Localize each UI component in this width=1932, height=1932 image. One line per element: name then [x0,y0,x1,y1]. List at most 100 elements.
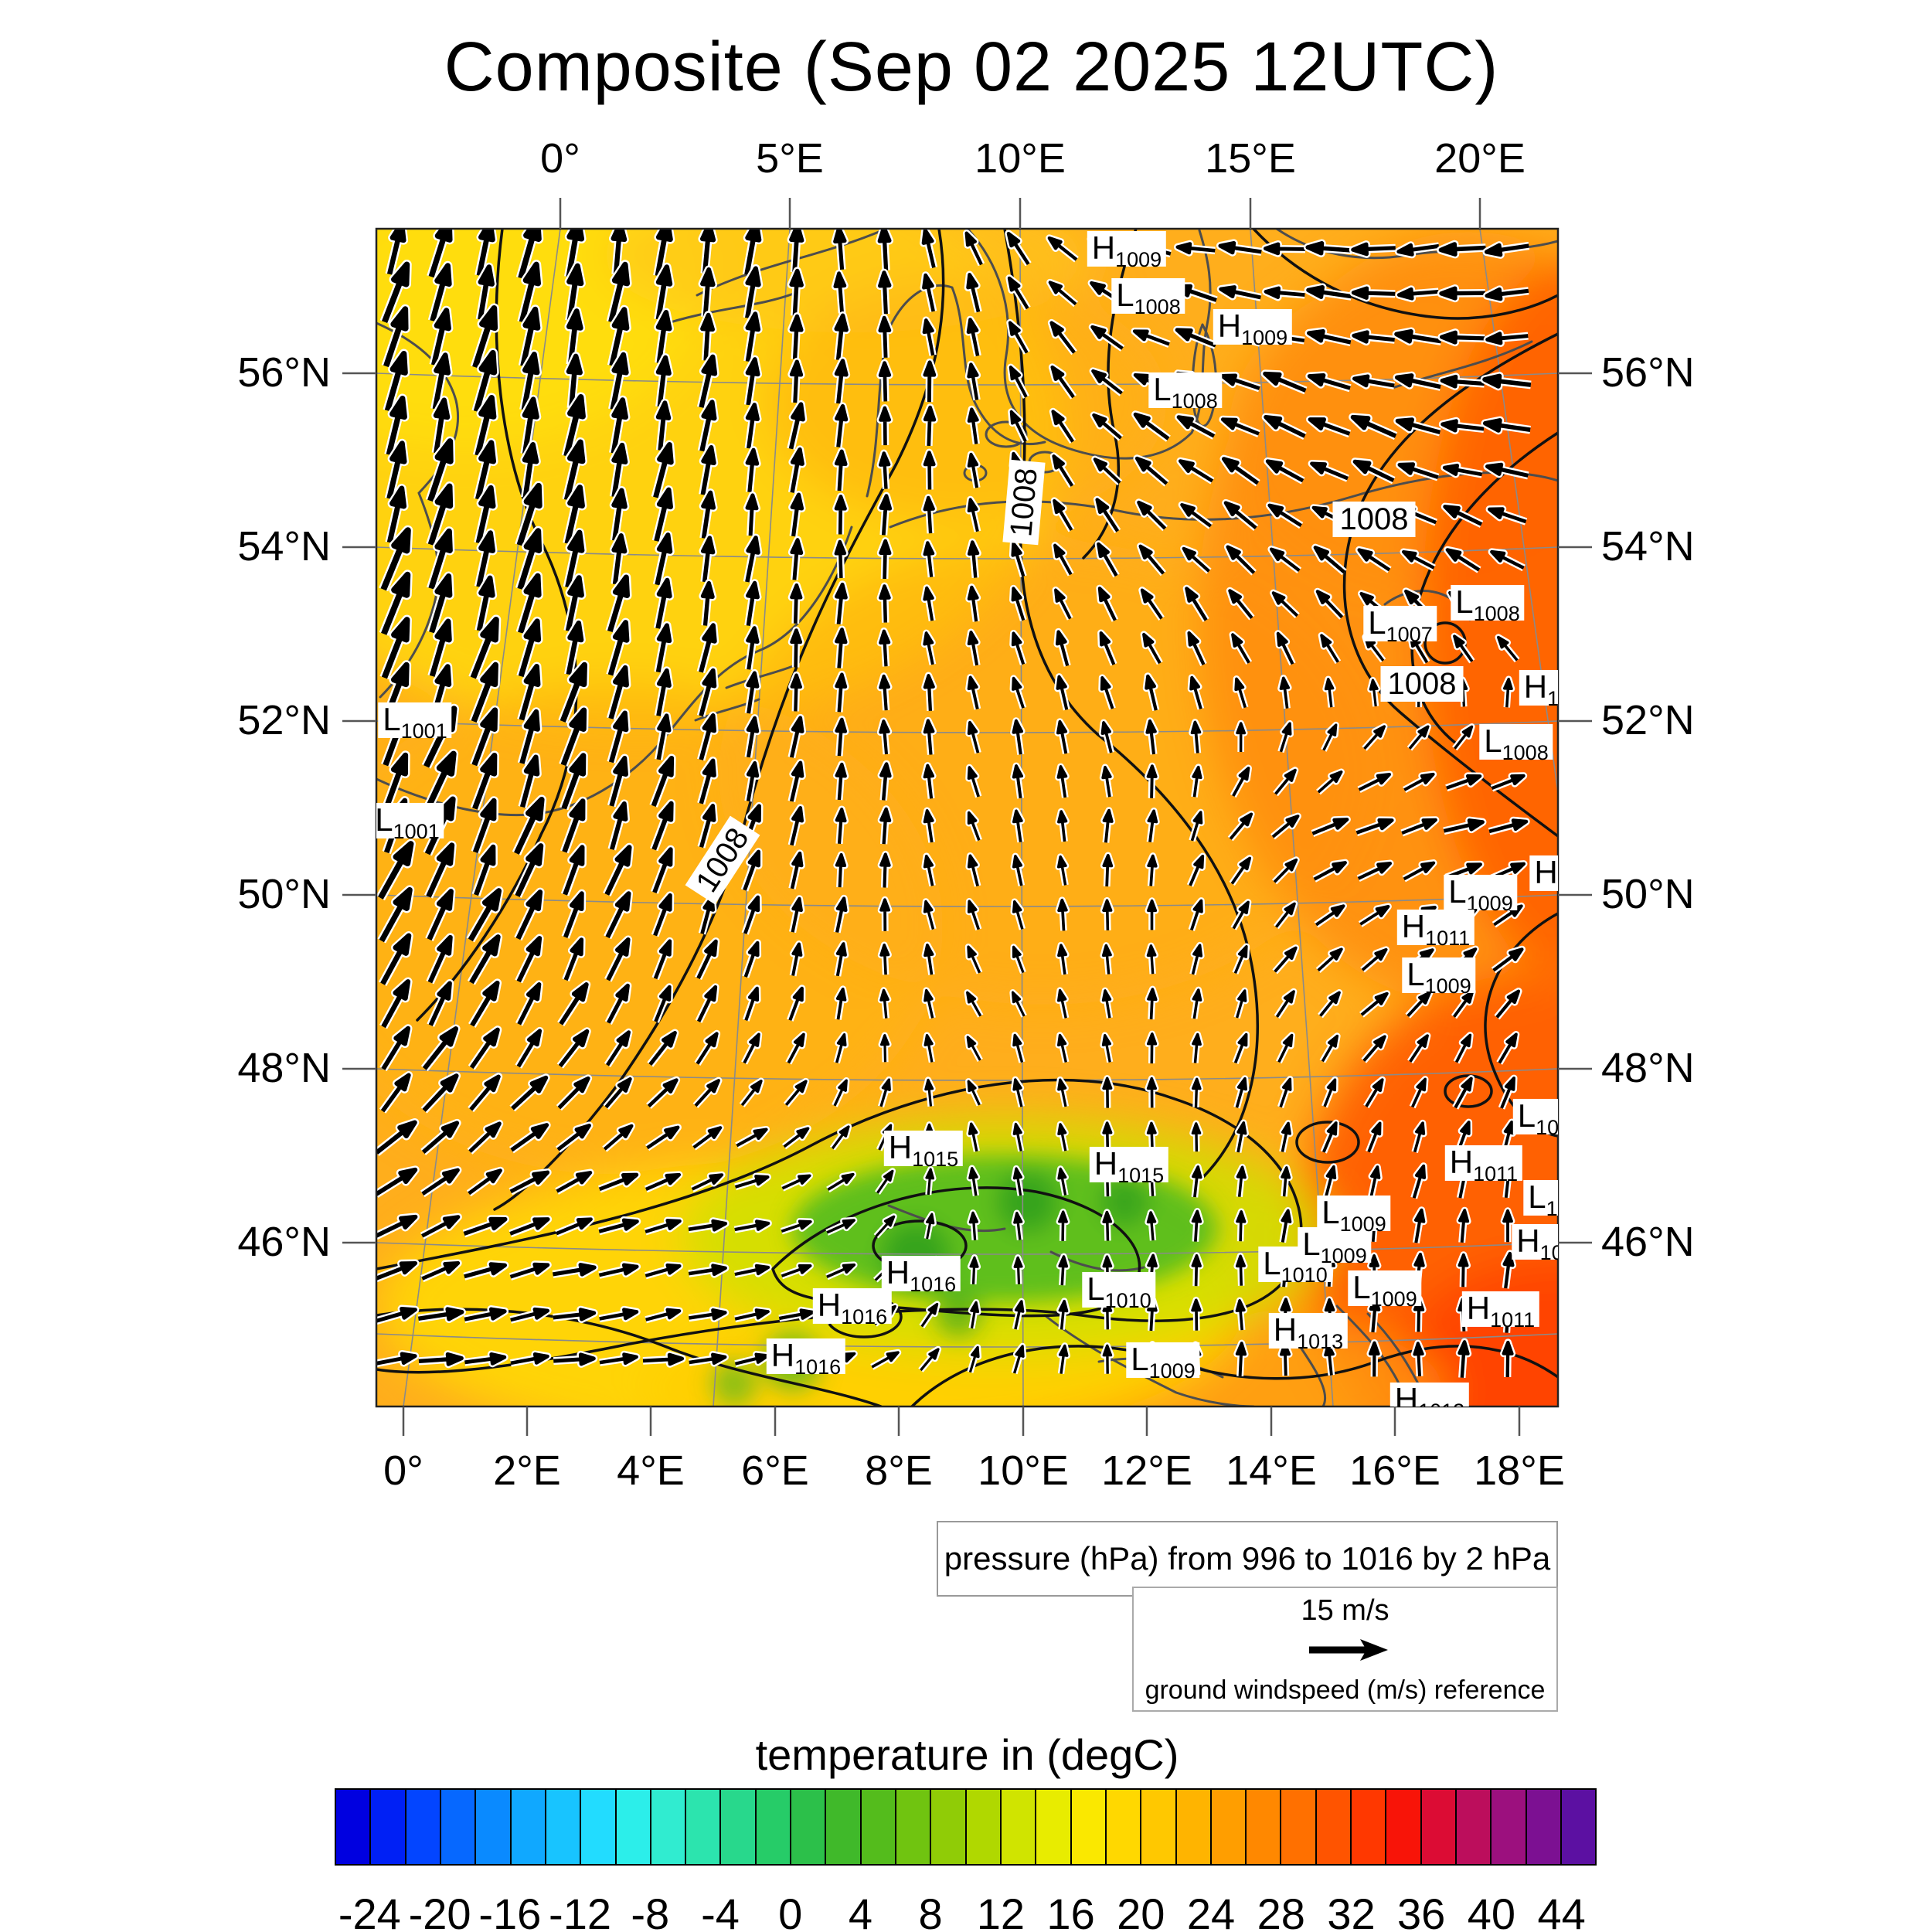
wind-arrow [1276,631,1294,665]
wind-arrow [1137,500,1167,530]
wind-arrow [923,900,935,930]
pressure-value: 10 [1546,1196,1558,1220]
wind-arrow [833,1079,848,1107]
pressure-value: 1008 [1134,294,1181,318]
wind-arrow [1009,410,1027,443]
wind-arrow [745,536,760,583]
wind-arrow [835,582,848,624]
wind-arrow [421,1215,461,1238]
wind-arrow [923,451,936,490]
wind-arrow [790,673,802,712]
wind-arrow [1056,855,1067,886]
wind-arrow [1307,373,1351,390]
wind-arrow [427,934,453,984]
wind-arrow [1011,542,1026,577]
wind-arrow [1097,587,1117,621]
high-pressure-label: H1016 [766,1338,846,1378]
wind-arrow [1440,419,1485,433]
wind-arrow [517,528,543,590]
low-pressure-letter: L [1321,1193,1340,1230]
colorbar-cell [1071,1790,1107,1864]
low-pressure-letter: L [1302,1225,1321,1262]
wind-arrow [474,440,496,500]
wind-arrow [468,1168,502,1196]
wind-arrow [1403,861,1436,881]
wind-arrow [380,933,412,985]
low-pressure-letter: L [1528,1178,1546,1215]
contour-label: 1008 [1332,502,1416,537]
wind-arrow [654,985,672,1022]
wind-arrow [518,618,542,678]
wind-arrow [1265,459,1304,483]
wind-arrow [1363,725,1386,750]
wind-arrow [563,891,584,938]
wind-arrow [1190,811,1203,842]
wind-arrow [1498,1032,1518,1064]
wind-arrow [464,1307,507,1321]
low-pressure-label: L1008 [1148,372,1223,412]
wind-arrow [1097,542,1118,577]
wind-arrow [834,313,849,360]
wind-arrow [1274,902,1296,928]
wind-arrow [1497,635,1519,662]
wind-arrow [925,1168,935,1196]
wind-arrow [1146,944,1157,975]
wind-arrow [923,405,937,446]
wind-arrow [1012,1167,1023,1196]
wind-arrow [1057,1078,1067,1107]
wind-arrow [1058,1255,1069,1286]
wind-arrow [879,852,891,888]
high-pressure-letter: H [1523,668,1548,705]
wind-arrow [383,306,409,368]
wind-arrow [421,1121,460,1154]
low-pressure-letter: L [1484,722,1502,759]
wind-arrow [879,807,892,845]
wind-arrow [468,1121,502,1153]
wind-arrow [470,980,500,1027]
wind-arrow [1403,772,1435,791]
wind-arrow [1232,767,1250,797]
wind-arrow [1056,675,1069,710]
wind-arrow [787,1032,805,1064]
left-axis-label: 54°N [237,523,331,570]
wind-arrow [1279,676,1291,709]
colorbar-cell [336,1790,372,1864]
wind-arrow [558,1029,590,1068]
wind-arrow [1101,989,1112,1019]
wind-arrow [1226,545,1256,574]
wind-arrow [1057,1123,1067,1151]
wind-arrow [745,403,760,449]
high-pressure-label: H1009 [1087,230,1167,270]
wind-arrow [1264,286,1305,299]
colorbar-tick-label: 4 [848,1889,872,1932]
pressure-value: 1009 [1370,1287,1417,1311]
wind-arrow [790,538,804,580]
wind-arrow [653,442,674,498]
wind-arrow [1351,286,1396,300]
wind-arrow [607,574,630,633]
wind-arrow [1235,1077,1247,1108]
wind-arrow [1442,463,1483,477]
wind-arrow [516,1029,543,1068]
pressure-caption: pressure (hPa) from 996 to 1016 by 2 hPa [937,1521,1558,1597]
wind-arrow [1394,373,1441,389]
wind-arrow [514,797,545,855]
wind-arrow [1367,1121,1382,1153]
pressure-value: 1009 [1339,1212,1386,1236]
wind-arrow [1369,1165,1381,1198]
wind-arrow [381,617,410,679]
wind-arrow [468,888,502,942]
colorbar-cell [931,1790,967,1864]
wind-arrow [1452,990,1475,1018]
wind-arrow [1483,418,1531,433]
wind-arrow [1440,374,1485,389]
colorbar-cell [1352,1790,1387,1864]
pressure-value: 1001 [400,719,447,743]
wind-arrow [1324,1165,1337,1198]
wind-arrow [743,940,760,978]
wind-arrow [1408,725,1430,750]
wind-arrow [966,1036,981,1061]
wind-arrow [746,580,760,626]
wind-arrow [781,1219,812,1233]
